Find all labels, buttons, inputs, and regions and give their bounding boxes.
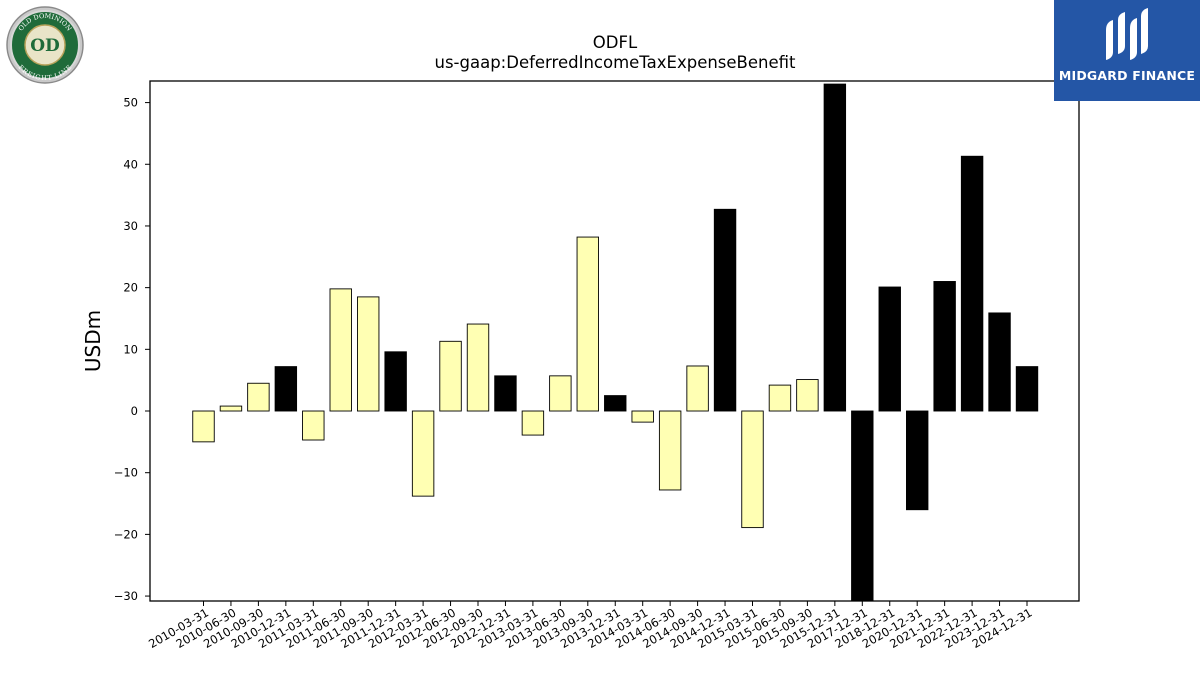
bar-2014-06-30	[658, 410, 682, 491]
y-tick-label: −10	[114, 466, 138, 480]
plot-frame	[149, 80, 1080, 602]
bar-2010-03-31	[192, 410, 215, 443]
bar-2011-03-31	[302, 410, 325, 441]
bar-2022-12-31	[960, 155, 984, 412]
bar-2020-12-31	[906, 410, 929, 511]
bar-2015-09-30	[796, 379, 819, 412]
bar-2010-09-30	[247, 382, 270, 412]
y-tick-label: 10	[123, 342, 138, 356]
bar-2015-03-31	[741, 410, 764, 529]
company-logo: OLD DOMINION FREIGHT LINE OD	[6, 6, 84, 88]
bar-2012-03-31	[411, 410, 435, 497]
brand-badge: MIDGARD FINANCE	[1054, 0, 1200, 101]
bar-2013-03-31	[521, 410, 545, 436]
plot-area: −30−20−10010203040502010-03-312010-06-30…	[114, 83, 1039, 651]
y-tick-label: 20	[123, 281, 138, 295]
bar-2015-12-31	[823, 83, 847, 412]
chart-subtitle: us-gaap:DeferredIncomeTaxExpenseBenefit	[435, 53, 797, 72]
y-tick-label: 0	[131, 404, 138, 418]
brand-name: MIDGARD FINANCE	[1058, 68, 1196, 83]
bar-2014-03-31	[631, 410, 654, 423]
y-axis-label: USDm	[81, 310, 105, 372]
bar-2018-12-31	[878, 286, 901, 412]
bar-2014-12-31	[713, 208, 737, 412]
y-tick-label: −20	[114, 527, 138, 541]
bar-2013-09-30	[576, 236, 599, 412]
bar-2011-12-31	[384, 351, 407, 412]
bar-2017-12-31	[851, 410, 874, 602]
bar-2023-12-31	[988, 312, 1011, 412]
chart-title: ODFL	[593, 33, 638, 52]
bar-2012-12-31	[494, 375, 517, 412]
bar-2015-06-30	[768, 384, 792, 412]
svg-text:OD: OD	[30, 36, 60, 56]
bar-2014-09-30	[686, 365, 709, 412]
brand-logo-icon	[1106, 8, 1148, 60]
bar-2013-06-30	[549, 375, 572, 412]
bar-2011-09-30	[357, 296, 380, 412]
bar-2010-12-31	[274, 366, 298, 412]
bar-2021-12-31	[933, 281, 956, 412]
bar-2012-06-30	[439, 340, 462, 412]
bar-2012-09-30	[466, 323, 490, 412]
y-tick-label: −30	[114, 589, 138, 603]
bar-2010-06-30	[219, 405, 243, 412]
bar-2011-06-30	[329, 288, 352, 412]
bar-2024-12-31	[1015, 366, 1039, 412]
y-tick-label: 40	[123, 157, 138, 171]
bar-2013-12-31	[604, 395, 627, 412]
y-tick-label: 50	[123, 96, 138, 110]
y-tick-label: 30	[123, 219, 138, 233]
